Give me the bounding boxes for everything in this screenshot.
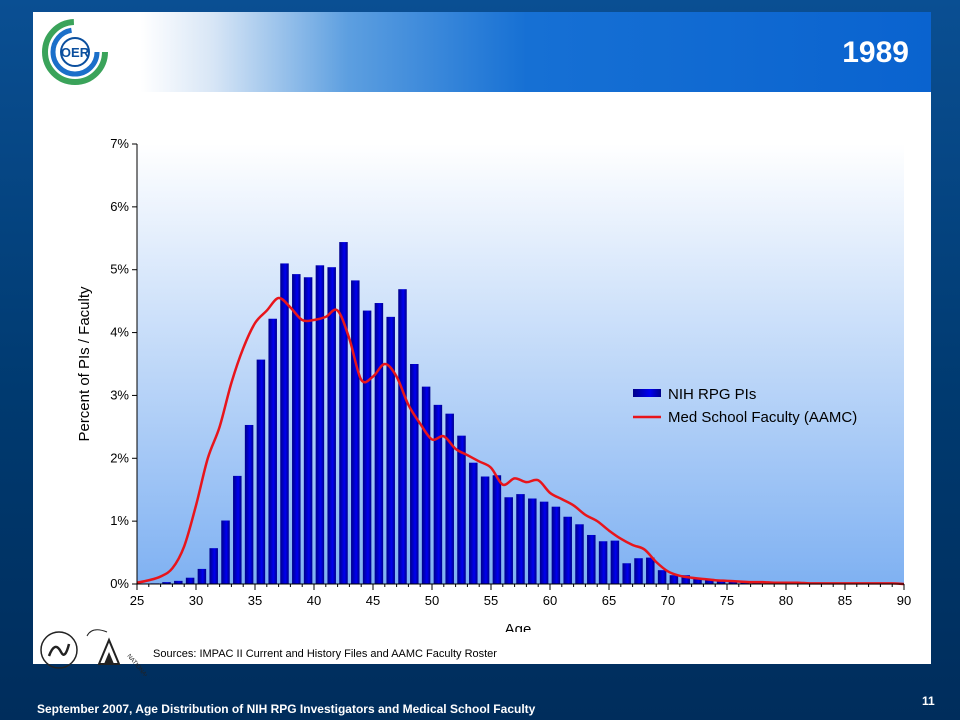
y-tick-label: 6% [110,199,129,214]
bar-age-28 [174,580,183,584]
bar-age-76 [740,582,749,584]
bar-age-43 [351,280,360,584]
bar-age-46 [386,316,395,584]
bar-age-35 [256,359,266,584]
bar-age-54 [480,476,490,584]
bar-age-44 [362,310,372,584]
x-axis-title: Age [505,621,532,632]
bar-age-58 [528,498,537,584]
logo-text: OER [61,45,90,60]
bar-age-42 [339,242,348,584]
y-tick-label: 3% [110,387,129,402]
series-line-aamc [136,296,905,586]
bar-age-30 [197,568,207,584]
bar-age-52 [457,435,466,584]
bar-age-57 [516,494,525,584]
bar-age-77 [752,582,761,584]
slide-panel: OER 1989 0% 1% 2% 3% 4% 5% 6% 7% 25 30 35 40 45 50 55… [33,12,931,676]
age-distribution-chart: 0% 1% 2% 3% 4% 5% 6% 7% 25 30 35 40 45 50 55 60 65 70 75 8… [76,136,911,632]
hhs-nih-logos: NATIONAL INSTITUTES OF HEALTH [40,629,147,676]
y-tick-label: 0% [110,576,129,591]
header-bar: OER 1989 [33,12,931,92]
bar-age-66 [622,563,631,584]
x-tick-label: 75 [720,593,734,608]
legend-label-nih: NIH RPG PIs [668,386,756,403]
oer-logo: OER [42,19,108,85]
x-tick-label: 35 [248,593,262,608]
bar-age-47 [398,289,407,584]
x-tick-label: 30 [189,593,203,608]
bar-age-49 [421,386,431,584]
footer-caption: September 2007, Age Distribution of NIH … [37,702,536,716]
bar-age-70 [669,575,679,584]
bar-age-33 [233,475,242,584]
bar-age-48 [410,364,419,584]
bar-age-41 [327,267,336,584]
x-ticks: 25 30 35 40 45 50 55 60 65 70 75 80 85 90 [130,584,911,608]
x-tick-label: 25 [130,593,144,608]
bar-age-34 [244,424,254,584]
bar-age-29 [185,577,195,584]
bars-layer [150,242,797,584]
x-tick-label: 60 [543,593,557,608]
bar-age-56 [504,497,513,584]
bar-age-62 [575,524,584,584]
y-tick-label: 2% [110,450,129,465]
slide-title: 1989 [842,36,909,69]
legend-label-aamc: Med School Faculty (AAMC) [668,409,857,426]
page-number: 11 [922,694,935,708]
bar-age-64 [598,541,608,584]
x-tick-label: 85 [838,593,852,608]
bar-age-74 [716,580,726,584]
bar-age-67 [634,558,643,584]
bar-age-38 [292,274,301,584]
bar-age-39 [303,277,313,584]
bar-age-71 [681,575,690,584]
bar-age-60 [551,506,561,584]
sources-note: Sources: IMPAC II Current and History Fi… [153,648,497,660]
bar-age-53 [469,462,478,584]
bar-age-75 [728,580,738,584]
y-ticks: 0% 1% 2% 3% 4% 5% 6% 7% [110,136,137,591]
legend-swatch-nih [633,389,661,397]
bar-age-65 [610,540,620,584]
bar-age-31 [209,548,218,584]
bar-age-50 [433,404,443,584]
bar-age-36 [268,318,277,584]
bar-age-32 [221,520,230,584]
bar-age-73 [705,578,714,584]
x-tick-label: 45 [366,593,380,608]
bar-age-27 [162,582,171,584]
bar-age-59 [539,501,549,584]
bar-age-40 [315,265,325,584]
x-tick-label: 90 [897,593,911,608]
bar-age-37 [280,263,289,584]
x-tick-label: 40 [307,593,321,608]
bar-age-55 [492,475,502,584]
bar-age-68 [646,557,655,584]
x-tick-label: 70 [661,593,675,608]
x-tick-label: 80 [779,593,793,608]
x-tick-label: 55 [484,593,498,608]
bar-age-61 [563,516,572,584]
y-tick-label: 5% [110,262,129,277]
bar-age-69 [657,570,667,584]
nih-logo-text: NATIONAL INSTITUTES OF HEALTH [125,653,147,676]
x-tick-label: 65 [602,593,616,608]
bar-age-51 [445,413,454,584]
y-axis-title: Percent of PIs / Faculty [76,286,93,442]
y-tick-label: 1% [110,513,129,528]
bar-age-72 [693,578,702,584]
bar-age-45 [374,303,384,584]
legend: NIH RPG PIs Med School Faculty (AAMC) [633,386,857,426]
y-tick-label: 4% [110,325,129,340]
x-tick-label: 50 [425,593,439,608]
bar-age-63 [587,534,596,584]
y-tick-label: 7% [110,136,129,151]
